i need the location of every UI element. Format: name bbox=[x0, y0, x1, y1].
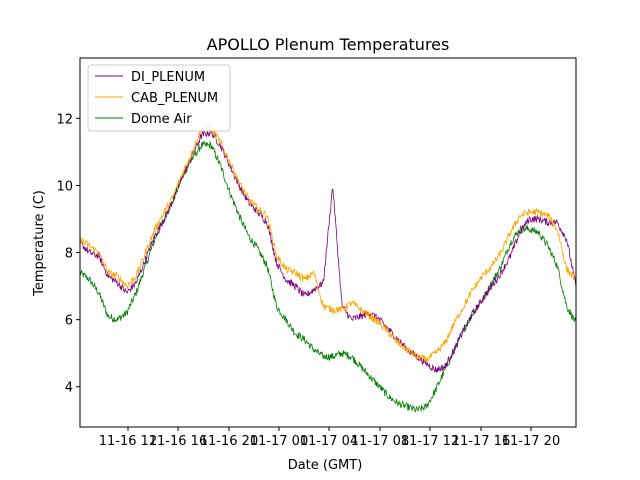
legend: DI_PLENUM CAB_PLENUM Dome Air bbox=[87, 64, 231, 132]
y-tick-label: 4 bbox=[65, 381, 73, 396]
y-tick-label: 6 bbox=[65, 314, 73, 329]
x-tick-label: 11-17 08 bbox=[351, 434, 409, 449]
x-tick-label: 11-16 12 bbox=[99, 434, 157, 449]
series-lines bbox=[80, 123, 576, 413]
x-tick-label: 11-17 20 bbox=[502, 434, 560, 449]
chart-title: APOLLO Plenum Temperatures bbox=[207, 35, 450, 54]
y-axis-label: Temperature (C) bbox=[32, 190, 47, 297]
legend-label-di-plenum: DI_PLENUM bbox=[131, 70, 205, 85]
x-tick-label: 11-17 16 bbox=[452, 434, 510, 449]
x-tick-label: 11-17 00 bbox=[250, 434, 308, 449]
x-tick-label: 11-16 16 bbox=[149, 434, 207, 449]
series-line-dome-air bbox=[80, 140, 576, 413]
legend-label-cab-plenum: CAB_PLENUM bbox=[131, 91, 218, 106]
x-tick-label: 11-17 12 bbox=[401, 434, 459, 449]
series-line-cab-plenum bbox=[80, 123, 576, 364]
legend-label-dome-air: Dome Air bbox=[131, 112, 192, 127]
x-tick-label: 11-16 20 bbox=[200, 434, 258, 449]
y-tick-label: 8 bbox=[65, 247, 73, 262]
series-line-di-plenum bbox=[80, 128, 576, 373]
y-tick-label: 12 bbox=[56, 112, 73, 127]
plot-frame bbox=[79, 57, 577, 428]
y-tick-label: 10 bbox=[56, 179, 73, 194]
x-axis-label: Date (GMT) bbox=[288, 458, 363, 473]
legend-box bbox=[87, 64, 231, 132]
x-tick-label: 11-17 04 bbox=[300, 434, 358, 449]
